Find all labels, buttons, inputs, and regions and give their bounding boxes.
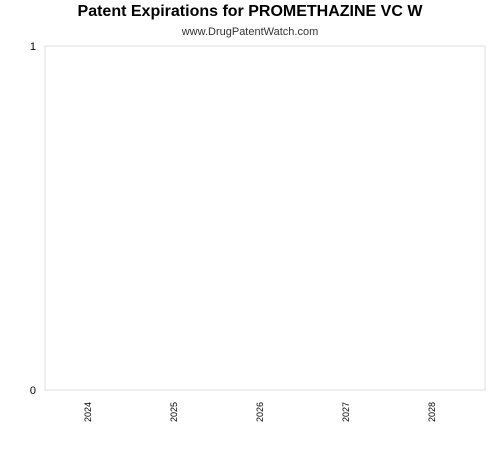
x-axis-ticks: 2024 2025 2026 2027 2028 xyxy=(83,402,437,422)
y-tick-label: 0 xyxy=(30,385,36,397)
plot-area xyxy=(44,45,486,391)
y-axis-ticks: 01 xyxy=(30,41,36,397)
chart-title: Patent Expirations for PROMETHAZINE VC W xyxy=(77,3,423,20)
x-tick-label: 2025 xyxy=(169,402,179,422)
x-tick-label: 2027 xyxy=(341,402,351,422)
x-tick-label: 2026 xyxy=(255,402,265,422)
y-tick-label: 1 xyxy=(30,41,36,53)
x-tick-label: 2028 xyxy=(427,402,437,422)
x-tick-label: 2024 xyxy=(83,402,93,422)
chart-subtitle: www.DrugPatentWatch.com xyxy=(181,26,319,38)
